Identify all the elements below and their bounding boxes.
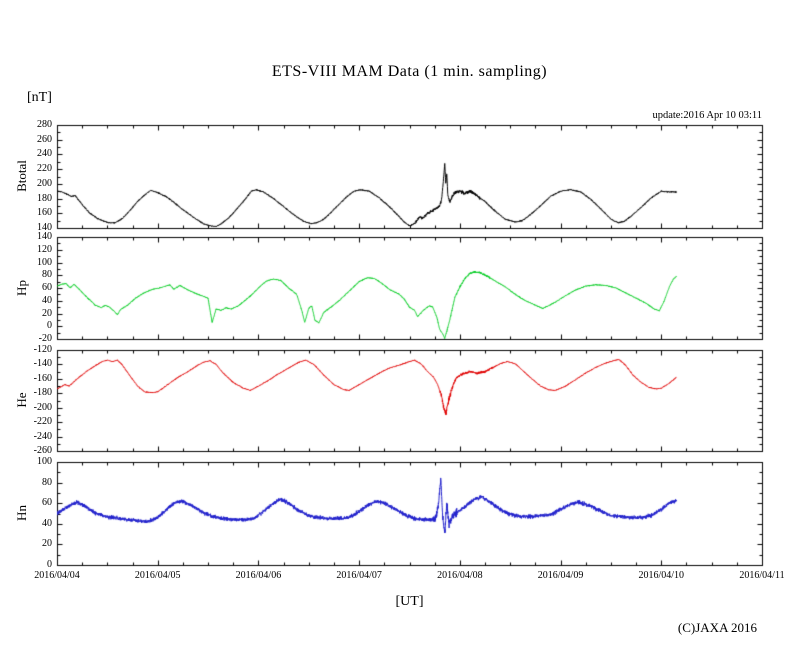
y-tick-label: 0 (47, 320, 52, 332)
y-tick-label: 0 (47, 559, 52, 570)
y-tick-label: 280 (37, 119, 52, 130)
copyright-label: (C)JAXA 2016 (677, 620, 757, 635)
x-tick-label: 2016/04/04 (34, 570, 80, 581)
y-tick-label: 40 (42, 517, 52, 529)
y-tick-label: 20 (42, 538, 52, 550)
y-tick-label: 80 (42, 269, 52, 281)
y-tick-label: 160 (37, 207, 52, 219)
y-unit-label: [nT] (27, 90, 52, 105)
y-tick-label: -20 (38, 333, 52, 344)
y-tick-label: 40 (42, 294, 52, 306)
y-tick-label: 200 (37, 177, 52, 189)
y-tick-label: 140 (37, 231, 52, 242)
x-tick-label: 2016/04/07 (336, 570, 382, 581)
y-tick-label: -160 (33, 372, 52, 384)
y-tick-label: -200 (33, 401, 52, 413)
x-tick-label: 2016/04/09 (537, 570, 584, 581)
y-tick-label: 100 (37, 256, 52, 268)
chart-title: ETS-VIII MAM Data (1 min. sampling) (271, 63, 548, 80)
x-tick-label: 2016/04/06 (235, 570, 282, 581)
y-tick-label: 120 (37, 243, 52, 255)
update-timestamp: update:2016 Apr 10 03:11 (652, 110, 762, 121)
y-tick-label: -140 (33, 358, 52, 370)
y-tick-label: -180 (33, 387, 52, 399)
y-tick-label: 240 (37, 148, 52, 160)
x-tick-label: 2016/04/11 (739, 570, 785, 581)
x-tick-label: 2016/04/10 (638, 570, 685, 581)
y-tick-label: -220 (33, 416, 52, 428)
x-tick-label: 2016/04/08 (437, 570, 483, 581)
y-tick-label: 260 (37, 133, 52, 145)
y-tick-label: -120 (33, 344, 52, 355)
y-tick-label: -240 (33, 430, 52, 442)
y-tick-label: 20 (42, 307, 52, 319)
y-tick-label: 60 (42, 282, 52, 293)
y-tick-label: 80 (42, 476, 52, 488)
y-tick-label: -260 (33, 445, 52, 456)
y-tick-label: 100 (37, 456, 52, 467)
y-tick-label: 140 (37, 222, 52, 233)
y-tick-label: 180 (37, 192, 52, 204)
x-tick-label: 2016/04/05 (134, 570, 181, 581)
x-axis-label: [UT] (395, 594, 424, 609)
y-tick-label: 60 (42, 497, 52, 509)
y-tick-label: 220 (37, 163, 52, 175)
